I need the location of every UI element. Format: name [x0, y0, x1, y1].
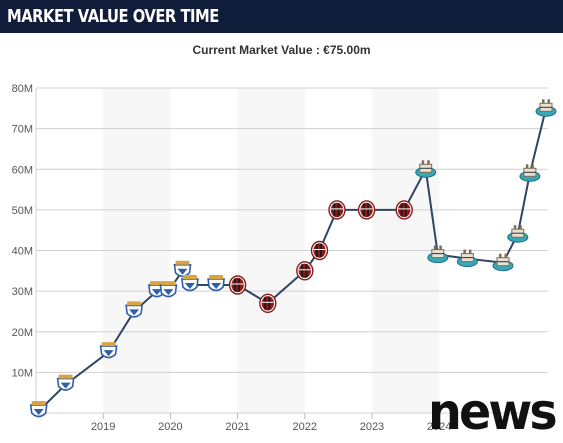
y-tick-label: 70M [12, 124, 33, 136]
data-point[interactable] [507, 225, 529, 243]
data-point[interactable] [125, 301, 144, 318]
brescia-crest-icon [29, 401, 48, 418]
news-watermark: news [428, 383, 558, 441]
newcastle-crest-icon [535, 99, 557, 117]
newcastle-crest-icon [456, 249, 478, 268]
milan-crest-icon [395, 200, 413, 220]
data-point[interactable] [296, 261, 314, 281]
newcastle-crest-icon [507, 225, 529, 243]
brescia-crest-icon [207, 275, 226, 292]
y-tick-label: 60M [12, 164, 33, 176]
brescia-crest-icon [125, 301, 144, 318]
y-tick-label: 30M [12, 286, 33, 298]
data-point[interactable] [456, 249, 478, 268]
y-tick-label: 40M [12, 246, 33, 258]
chart-header: MARKET VALUE OVER TIME [0, 0, 563, 33]
x-tick-label: 2024 [427, 421, 451, 433]
y-tick-label: 50M [12, 205, 33, 217]
data-point[interactable] [228, 275, 247, 295]
x-tick-label: 2021 [225, 421, 249, 433]
data-point[interactable] [29, 401, 48, 418]
x-tick-label: 2020 [158, 421, 182, 433]
data-point[interactable] [427, 245, 449, 264]
data-point[interactable] [99, 342, 118, 359]
data-point[interactable] [395, 200, 413, 220]
newcastle-crest-icon [519, 164, 541, 182]
milan-crest-icon [296, 261, 314, 281]
data-point[interactable] [56, 374, 75, 391]
milan-crest-icon [228, 275, 247, 295]
data-point[interactable] [535, 99, 557, 117]
newcastle-crest-icon [415, 160, 437, 178]
data-point[interactable] [173, 260, 192, 278]
x-tick-label: 2022 [293, 421, 317, 433]
brescia-crest-icon [173, 260, 192, 278]
x-tick-label: 2023 [360, 421, 384, 433]
chart-header-title: MARKET VALUE OVER TIME [7, 6, 219, 27]
brescia-crest-icon [56, 374, 75, 391]
x-tick-label: 2019 [91, 421, 115, 433]
data-point[interactable] [259, 293, 277, 313]
x-axis-ticks: 2019 2020 2021 2022 2023 2024 [91, 413, 451, 433]
data-point[interactable] [159, 281, 178, 298]
data-point[interactable] [310, 240, 329, 261]
data-point[interactable] [519, 164, 541, 182]
data-point[interactable] [415, 160, 437, 178]
y-tick-label: 10M [12, 367, 33, 379]
brescia-crest-icon [159, 281, 178, 298]
current-market-value: Current Market Value : €75.00m [192, 43, 371, 57]
y-tick-label: 20M [12, 327, 33, 339]
newcastle-crest-icon [492, 253, 514, 272]
data-point[interactable] [492, 253, 514, 272]
milan-crest-icon [310, 240, 329, 261]
milan-crest-icon [328, 200, 346, 220]
y-axis-ticks: 10M 20M 30M 40M 50M 60M 70M 80M [12, 83, 33, 379]
newcastle-crest-icon [427, 245, 449, 264]
brescia-crest-icon [180, 275, 199, 292]
data-point[interactable] [357, 200, 376, 220]
brescia-crest-icon [99, 342, 118, 359]
milan-crest-icon [357, 200, 376, 220]
data-point[interactable] [207, 275, 226, 292]
data-point[interactable] [328, 200, 346, 220]
data-point[interactable] [180, 275, 199, 292]
y-tick-label: 80M [12, 83, 33, 95]
data-points [29, 99, 557, 418]
milan-crest-icon [259, 293, 277, 313]
